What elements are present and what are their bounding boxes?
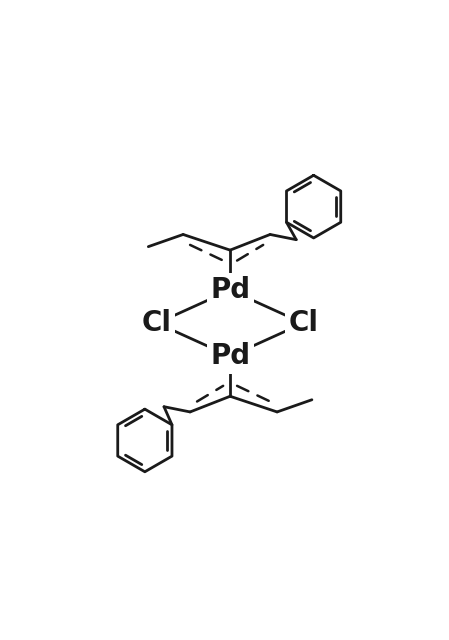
Text: Pd: Pd [210,276,250,304]
Text: Pd: Pd [210,342,250,371]
Text: Cl: Cl [142,309,172,337]
Text: Cl: Cl [288,309,318,337]
